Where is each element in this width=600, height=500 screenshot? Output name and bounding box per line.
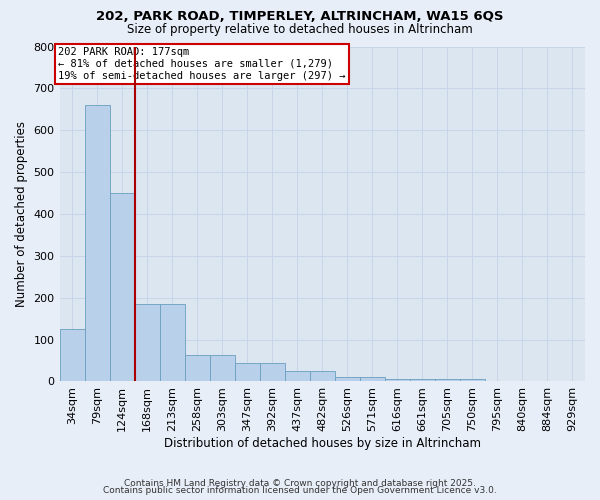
- Bar: [235, 362, 260, 382]
- Bar: [185, 356, 209, 382]
- Bar: [260, 362, 285, 382]
- Bar: [134, 304, 160, 382]
- Bar: [85, 105, 110, 382]
- Bar: [209, 356, 235, 382]
- Bar: [435, 380, 460, 382]
- Text: 202, PARK ROAD, TIMPERLEY, ALTRINCHAM, WA15 6QS: 202, PARK ROAD, TIMPERLEY, ALTRINCHAM, W…: [96, 10, 504, 23]
- Bar: [460, 380, 485, 382]
- Bar: [110, 193, 134, 382]
- Bar: [385, 380, 410, 382]
- Text: Size of property relative to detached houses in Altrincham: Size of property relative to detached ho…: [127, 22, 473, 36]
- X-axis label: Distribution of detached houses by size in Altrincham: Distribution of detached houses by size …: [164, 437, 481, 450]
- Bar: [160, 304, 185, 382]
- Y-axis label: Number of detached properties: Number of detached properties: [15, 121, 28, 307]
- Text: Contains public sector information licensed under the Open Government Licence v3: Contains public sector information licen…: [103, 486, 497, 495]
- Bar: [285, 371, 310, 382]
- Text: Contains HM Land Registry data © Crown copyright and database right 2025.: Contains HM Land Registry data © Crown c…: [124, 478, 476, 488]
- Bar: [310, 371, 335, 382]
- Bar: [360, 378, 385, 382]
- Text: 202 PARK ROAD: 177sqm
← 81% of detached houses are smaller (1,279)
19% of semi-d: 202 PARK ROAD: 177sqm ← 81% of detached …: [58, 48, 346, 80]
- Bar: [335, 378, 360, 382]
- Bar: [59, 329, 85, 382]
- Bar: [410, 380, 435, 382]
